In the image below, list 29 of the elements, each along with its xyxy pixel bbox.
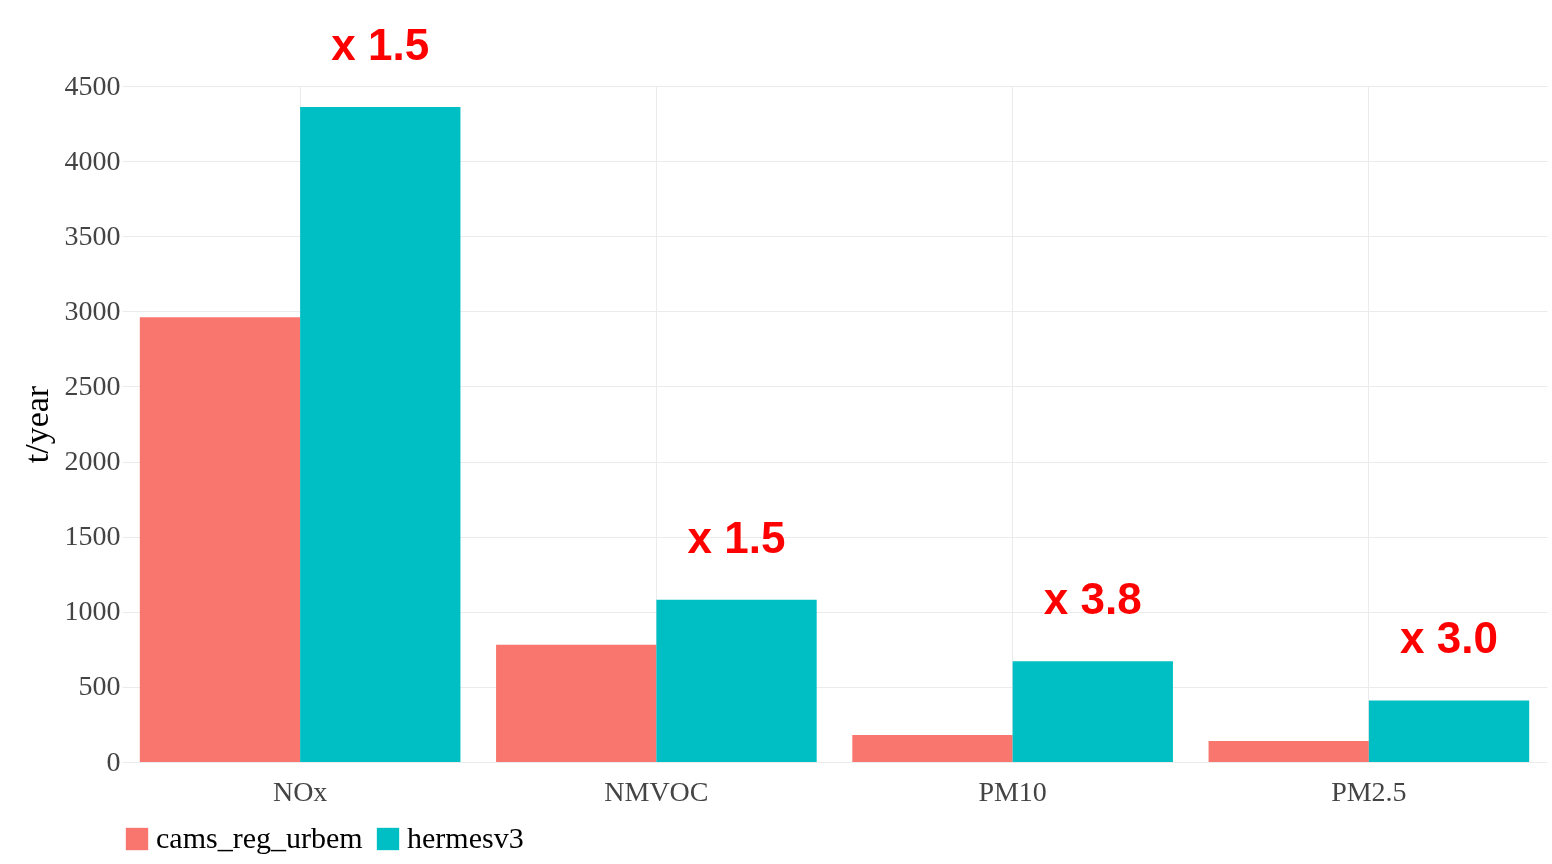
y-tick-label: 4500 (64, 69, 121, 101)
y-tick-label: 3500 (64, 219, 121, 251)
bar (1368, 700, 1530, 762)
y-tick-label: 1500 (64, 520, 121, 552)
x-tick-label: PM2.5 (1331, 775, 1407, 807)
annotation: x 3.8 (1043, 574, 1142, 624)
y-tick-label: 2000 (64, 445, 121, 477)
annotation: x 1.5 (687, 512, 786, 562)
y-tick-label: 500 (78, 670, 121, 702)
y-tick-label: 3000 (64, 294, 121, 326)
x-tick-label: NMVOC (604, 775, 709, 807)
legend-label: hermesv3 (407, 821, 524, 854)
bar (496, 644, 657, 762)
bar (1012, 661, 1173, 762)
bar (852, 734, 1013, 762)
bar (139, 317, 301, 762)
x-tick-label: NOx (272, 775, 328, 807)
y-tick-label: 0 (106, 745, 121, 777)
bar (1208, 740, 1369, 762)
x-tick-label: PM10 (978, 775, 1047, 807)
y-axis-title: t/year (17, 385, 55, 464)
annotation: x 3.0 (1400, 613, 1498, 663)
text: x 1.5 (331, 20, 430, 70)
y-tick-label: 2500 (64, 369, 121, 401)
bar (300, 107, 461, 762)
y-tick-label: 1000 (64, 595, 121, 627)
bar (656, 599, 817, 762)
y-tick-label: 4000 (64, 144, 121, 176)
legend-label: cams_reg_urbem (156, 821, 363, 854)
